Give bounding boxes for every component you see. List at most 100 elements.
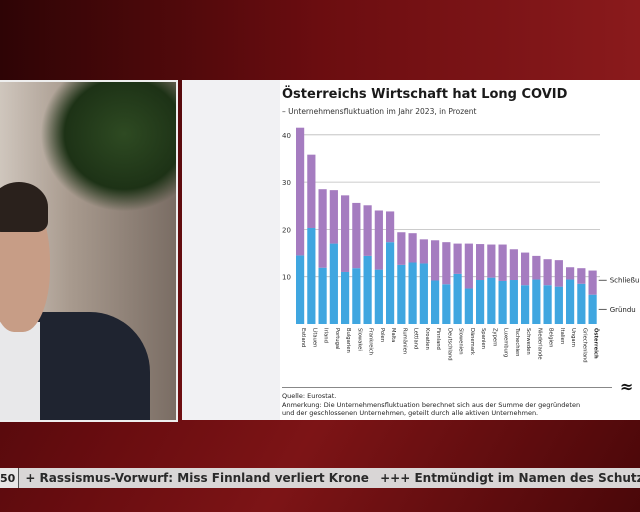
- bar-schliessungen: [521, 252, 530, 286]
- channel-logo: ≈: [620, 377, 634, 396]
- bar-schliessungen: [296, 127, 305, 256]
- bar-gruendungen: [487, 277, 496, 324]
- panel-margin: [182, 80, 280, 420]
- bar-schliessungen: [566, 267, 575, 280]
- bar-schliessungen: [374, 210, 383, 270]
- bar-gruendungen: [318, 267, 327, 324]
- bar-gruendungen: [442, 284, 451, 324]
- legend-label: Schließu: [610, 277, 640, 285]
- bar-gruendungen: [341, 271, 350, 324]
- christmas-tree: [40, 82, 176, 212]
- x-tick-label: Litauen: [311, 328, 317, 347]
- ticker-clock: 50: [0, 468, 20, 488]
- presenter-shirt: [0, 322, 40, 420]
- y-tick-label: 10: [282, 274, 291, 282]
- x-tick-label: Luxemburg: [503, 328, 509, 357]
- x-tick-label: Dänemark: [469, 328, 475, 355]
- bar-schliessungen: [386, 211, 395, 243]
- divider: [282, 387, 612, 388]
- x-tick-label: Österreich: [593, 328, 600, 359]
- bar-schliessungen: [408, 233, 417, 263]
- x-tick-label: Portugal: [334, 328, 340, 349]
- presenter-hair: [0, 182, 48, 232]
- bar-gruendungen: [509, 280, 518, 324]
- stacked-bar-chart: 10 20 30 40 Estland Litauen Irland Portugal Bulg…: [282, 127, 640, 363]
- x-tick-label: Lettland: [413, 328, 419, 349]
- bar-gruendungen: [476, 280, 485, 324]
- x-tick-label: Estland: [300, 328, 306, 347]
- bar-gruendungen: [307, 227, 316, 324]
- bar-gruendungen: [566, 279, 575, 324]
- bar-gruendungen: [374, 269, 383, 324]
- x-tick-label: Polen: [379, 328, 385, 342]
- ticker-item: + Rassismus-Vorwurf: Miss Finnland verli…: [25, 471, 369, 485]
- bar-schliessungen: [543, 259, 552, 286]
- y-tick-label: 20: [282, 226, 291, 234]
- chart-title: Österreichs Wirtschaft hat Long COVID: [282, 87, 568, 102]
- bar-schliessungen: [453, 243, 462, 274]
- bar-schliessungen: [329, 190, 338, 244]
- bar-schliessungen: [554, 260, 563, 287]
- bar-gruendungen: [577, 283, 586, 324]
- bar-schliessungen: [442, 242, 451, 285]
- x-tick-label: Tschechien: [514, 327, 520, 356]
- x-tick-label: Irland: [323, 328, 329, 343]
- bar-schliessungen: [588, 270, 597, 295]
- x-tick-label: Griechenland: [581, 328, 587, 363]
- bar-schliessungen: [532, 255, 541, 280]
- bar-gruendungen: [498, 280, 507, 324]
- x-tick-label: Ungarn: [570, 328, 576, 347]
- chart-panel: Österreichs Wirtschaft hat Long COVID – …: [182, 80, 640, 420]
- ticker-item: +++ Entmündigt im Namen des Schutzes: [380, 471, 640, 485]
- x-tick-label: Bulgarien: [345, 328, 351, 353]
- x-tick-label: Niederlande: [536, 328, 542, 360]
- bar-gruendungen: [408, 262, 417, 324]
- x-tick-label: Finnland: [435, 328, 441, 350]
- bar-gruendungen: [386, 242, 395, 324]
- video-feed-presenter: [0, 80, 178, 422]
- bar-schliessungen: [509, 249, 518, 281]
- bar-schliessungen: [476, 244, 485, 281]
- note-line-1: Anmerkung: Die Unternehmensfluktuation b…: [282, 400, 581, 409]
- background-band: [0, 0, 640, 80]
- bar-gruendungen: [532, 279, 541, 324]
- bar-schliessungen: [431, 240, 440, 281]
- x-tick-label: Deutschland: [446, 328, 452, 361]
- x-tick-label: Italien: [559, 328, 565, 344]
- x-tick-label: Slowakei: [356, 328, 362, 351]
- bar-gruendungen: [431, 280, 440, 324]
- bar-schliessungen: [341, 195, 350, 272]
- bar-gruendungen: [296, 255, 305, 324]
- x-tick-label: Spanien: [480, 328, 486, 349]
- news-ticker: 50 + Rassismus-Vorwurf: Miss Finnland ve…: [0, 468, 640, 488]
- chart-source: Quelle: Eurostat. Anmerkung: Die Unterne…: [282, 392, 580, 418]
- bar-schliessungen: [352, 202, 361, 269]
- x-tick-label: Slowenien: [458, 328, 464, 355]
- bar-schliessungen: [487, 244, 496, 278]
- bar-gruendungen: [419, 263, 428, 324]
- bar-schliessungen: [577, 268, 586, 284]
- y-tick-label: 30: [282, 179, 291, 187]
- x-tick-label: Rumänien: [401, 328, 407, 354]
- bar-gruendungen: [363, 255, 372, 324]
- bar-gruendungen: [464, 288, 473, 324]
- x-tick-label: Frankreich: [368, 328, 374, 355]
- bar-schliessungen: [363, 205, 372, 256]
- bar-schliessungen: [318, 189, 327, 268]
- bar-schliessungen: [498, 244, 507, 281]
- source-text: Quelle: Eurostat.: [282, 392, 337, 400]
- bar-schliessungen: [419, 239, 428, 264]
- bar-gruendungen: [397, 264, 406, 324]
- bar-gruendungen: [588, 294, 597, 324]
- x-tick-label: Malta: [390, 328, 396, 342]
- x-tick-label: Schweden: [525, 328, 531, 355]
- x-tick-label: Kroatien: [424, 328, 430, 350]
- bar-gruendungen: [543, 285, 552, 324]
- bar-schliessungen: [397, 232, 406, 265]
- x-tick-label: Belgien: [548, 328, 554, 347]
- bar-schliessungen: [307, 154, 316, 228]
- bar-schliessungen: [464, 243, 473, 289]
- y-tick-label: 40: [282, 132, 291, 140]
- bar-gruendungen: [521, 285, 530, 324]
- bar-gruendungen: [329, 243, 338, 324]
